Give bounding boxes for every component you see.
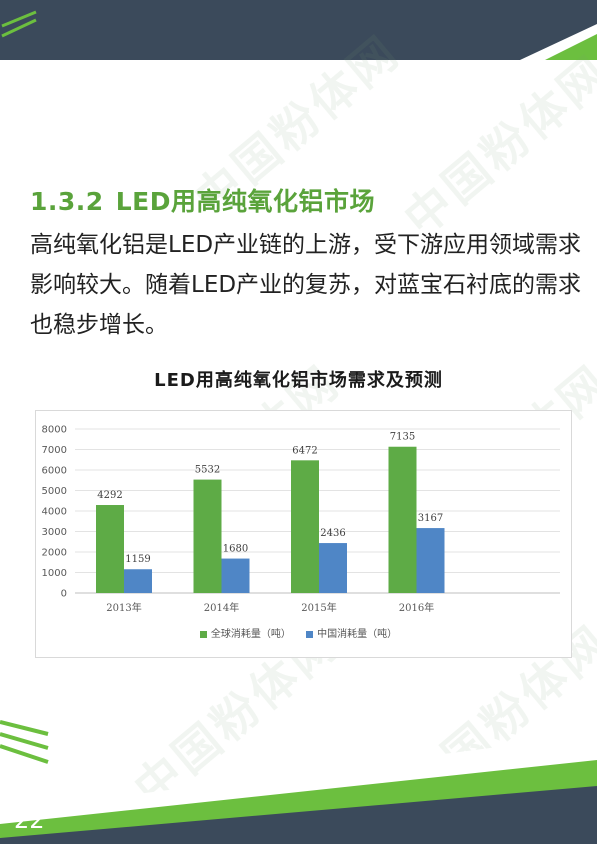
x-tick-label: 2014年 bbox=[204, 601, 239, 614]
bottom-decoration bbox=[0, 720, 597, 844]
y-tick-label: 7000 bbox=[42, 445, 67, 456]
legend-swatch-china bbox=[306, 630, 314, 638]
data-label: 7135 bbox=[390, 432, 415, 443]
bar-china bbox=[319, 543, 347, 593]
data-label: 6472 bbox=[292, 445, 317, 456]
y-tick-label: 2000 bbox=[42, 548, 67, 559]
page-number: 22 bbox=[14, 806, 45, 834]
body-paragraph: 高纯氧化铝是LED产业链的上游，受下游应用领域需求影响较大。随着LED产业的复苏… bbox=[30, 232, 582, 338]
data-label: 5532 bbox=[195, 465, 220, 476]
data-label: 3167 bbox=[418, 513, 443, 524]
bar-global bbox=[193, 479, 222, 593]
x-tick-label: 2013年 bbox=[106, 601, 141, 614]
top-banner bbox=[0, 0, 597, 60]
legend-swatch-global bbox=[199, 630, 207, 638]
legend-label-china: 中国消耗量（吨） bbox=[317, 629, 398, 640]
legend-item-china: 中国消耗量（吨） bbox=[306, 625, 397, 640]
legend-label-global: 全球消耗量（吨） bbox=[210, 629, 291, 640]
chart-legend: 全球消耗量（吨） 中国消耗量（吨） bbox=[0, 625, 597, 640]
y-tick-label: 4000 bbox=[42, 507, 67, 518]
y-tick-label: 5000 bbox=[42, 486, 67, 497]
section-title: LED用高纯氧化铝市场 bbox=[115, 187, 375, 216]
bar-global bbox=[291, 460, 319, 593]
legend-item-global: 全球消耗量（吨） bbox=[199, 625, 291, 640]
y-tick-label: 0 bbox=[61, 589, 67, 600]
y-tick-label: 1000 bbox=[42, 568, 67, 579]
bar-china bbox=[124, 569, 152, 593]
y-tick-label: 3000 bbox=[42, 527, 67, 538]
section-heading: 1.3.2 LED用高纯氧化铝市场 bbox=[30, 182, 375, 218]
bar-global bbox=[388, 446, 417, 593]
data-label: 4292 bbox=[97, 490, 122, 501]
data-label: 1159 bbox=[125, 554, 150, 565]
chart-title: LED用高纯氧化铝市场需求及预测 bbox=[154, 370, 443, 391]
data-label: 1680 bbox=[223, 544, 248, 555]
bar-global bbox=[96, 505, 124, 593]
bar-china bbox=[221, 558, 250, 593]
bar-china bbox=[416, 528, 445, 593]
section-number: 1.3.2 bbox=[30, 187, 104, 216]
y-tick-label: 6000 bbox=[42, 466, 67, 477]
data-label: 2436 bbox=[320, 528, 345, 539]
x-tick-label: 2016年 bbox=[399, 601, 434, 614]
y-tick-label: 8000 bbox=[42, 425, 67, 436]
x-tick-label: 2015年 bbox=[301, 601, 336, 614]
